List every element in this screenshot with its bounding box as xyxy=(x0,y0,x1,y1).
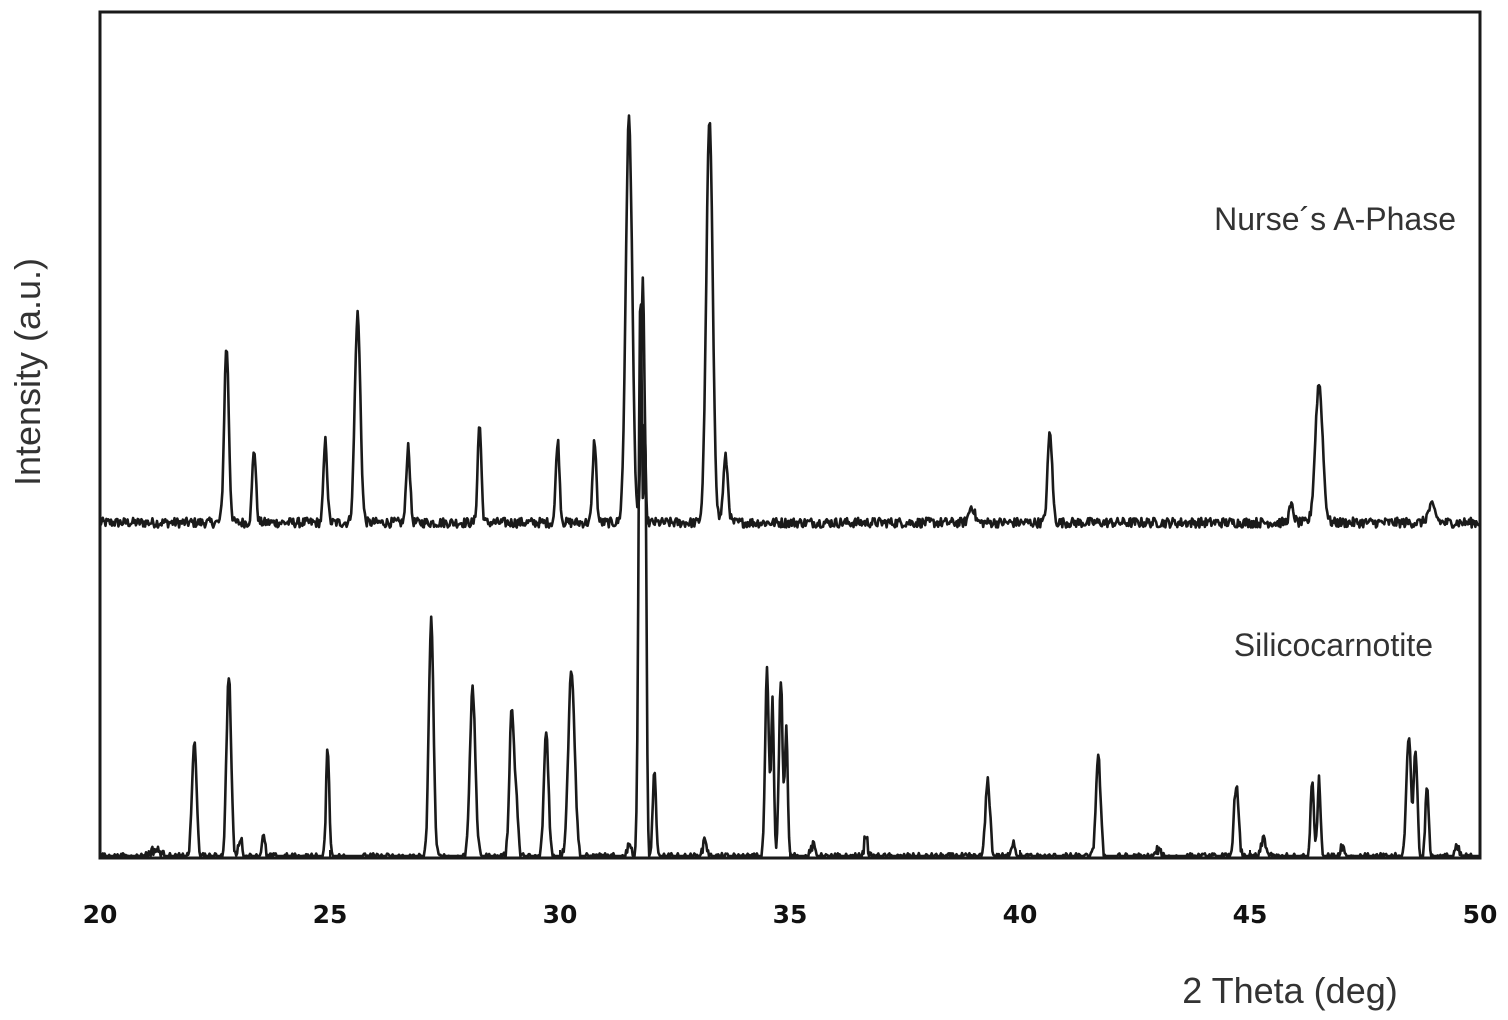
x-tick-label-50: 50 xyxy=(1463,900,1498,929)
series-line-nurses-a-phase xyxy=(98,114,1481,529)
x-tick-label-45: 45 xyxy=(1233,900,1268,929)
series-label-nurses-a-phase: Nurse´s A-Phase xyxy=(1214,201,1456,237)
x-tick-label-25: 25 xyxy=(313,900,348,929)
series-label-silicocarnotite: Silicocarnotite xyxy=(1234,627,1433,663)
series-line-silicocarnotite xyxy=(99,303,1481,858)
x-axis-tick-labels: 20 25 30 35 40 45 50 xyxy=(83,900,1498,929)
x-tick-label-40: 40 xyxy=(1003,900,1038,929)
x-tick-label-30: 30 xyxy=(543,900,578,929)
x-tick-label-35: 35 xyxy=(773,900,808,929)
plot-frame xyxy=(98,10,1482,860)
y-axis-title: Intensity (a.u.) xyxy=(7,258,48,486)
x-tick-label-20: 20 xyxy=(83,900,118,929)
x-axis-title: 2 Theta (deg) xyxy=(1182,970,1397,1011)
